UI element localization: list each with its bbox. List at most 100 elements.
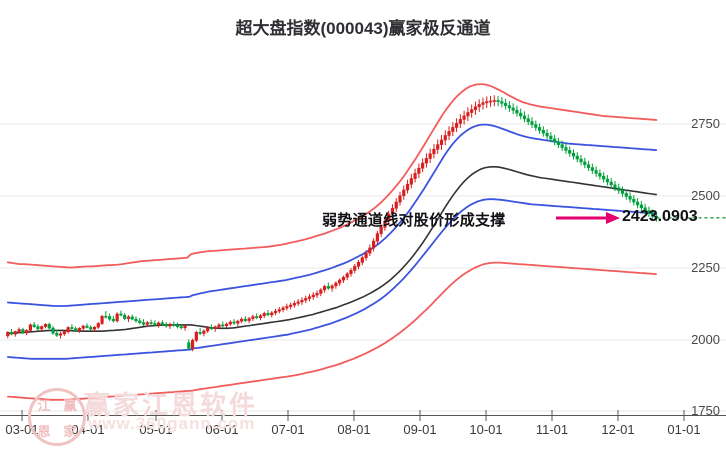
candle-body <box>74 328 78 331</box>
candle-body <box>394 201 398 209</box>
candle-body <box>217 324 221 328</box>
candle-body <box>51 327 55 334</box>
candle-body <box>371 240 376 249</box>
candle-body <box>349 270 353 275</box>
x-axis-tick-label: 04-01 <box>71 422 105 437</box>
candle-body <box>556 141 560 145</box>
candle-body <box>443 135 447 141</box>
candle-body <box>194 332 198 341</box>
candle-body <box>292 303 297 306</box>
candle-body <box>81 325 85 329</box>
candle-body <box>43 324 48 327</box>
candle-body <box>511 107 515 111</box>
candle-body <box>62 331 66 335</box>
candle-body <box>289 304 293 307</box>
candle-body <box>240 318 244 322</box>
candle-body <box>575 155 579 160</box>
candle-body <box>515 109 519 114</box>
candle-body <box>153 323 157 326</box>
candle-body <box>402 189 406 197</box>
candle-body <box>138 320 142 323</box>
candle-body <box>485 101 489 104</box>
candle-body <box>221 324 225 327</box>
candle-body <box>526 118 530 123</box>
candle-body <box>628 196 632 200</box>
candle-body <box>330 285 334 289</box>
candle-body <box>451 127 455 132</box>
candle-body <box>643 207 647 211</box>
candle-body <box>341 276 346 281</box>
candle-body <box>115 313 119 322</box>
candle-body <box>32 324 36 327</box>
candle-body <box>398 195 402 203</box>
candle-body <box>92 326 97 330</box>
candle-body <box>134 318 138 322</box>
candle-body <box>564 147 568 151</box>
candle-body <box>172 324 176 326</box>
candle-body <box>175 324 180 327</box>
candle-body <box>387 213 391 222</box>
candle-body <box>70 327 74 329</box>
candle-body <box>590 167 594 171</box>
x-axis-tick-label: 09-01 <box>403 422 437 437</box>
x-axis-tick-label: 11-01 <box>535 422 569 437</box>
candle-body <box>571 152 576 157</box>
candle-body <box>481 102 485 105</box>
candle-body <box>6 332 10 337</box>
candle-body <box>470 109 474 113</box>
candle-body <box>334 282 338 287</box>
candle-body <box>296 301 300 304</box>
candle-body <box>356 262 361 267</box>
candle-body <box>66 327 70 333</box>
candle-body <box>315 293 319 296</box>
candle-body <box>243 318 247 321</box>
candle-body <box>111 318 115 322</box>
x-axis-tick-label: 10-01 <box>469 422 503 437</box>
candle-body <box>123 314 127 319</box>
candle-body <box>319 289 323 294</box>
candle-body <box>270 312 274 316</box>
annotation-label: 弱势通道线对股价形成支撑 <box>322 212 506 229</box>
candle-body <box>492 100 496 102</box>
candle-body <box>405 183 410 191</box>
candle-body <box>560 144 564 148</box>
candle-body <box>605 178 610 183</box>
candle-body <box>436 144 440 150</box>
candle-body <box>602 175 606 180</box>
candle-body <box>613 184 617 189</box>
candle-body <box>255 316 259 319</box>
candle-body <box>164 324 168 327</box>
candle-body <box>322 286 327 291</box>
series-line <box>7 198 658 360</box>
candle-body <box>421 162 425 169</box>
candle-body <box>375 233 379 242</box>
candle-body <box>496 100 500 102</box>
candle-body <box>413 173 417 179</box>
candle-body <box>632 198 636 203</box>
candle-body <box>228 321 232 325</box>
candle-body <box>141 322 146 325</box>
candle-body <box>568 150 572 154</box>
candle-body <box>549 135 553 140</box>
candle-body <box>85 325 89 328</box>
candle-body <box>300 299 304 303</box>
x-axis-tick-label: 05-01 <box>139 422 173 437</box>
x-axis-tick-label: 03-01 <box>5 422 39 437</box>
candle-body <box>55 332 59 336</box>
candle-body <box>190 340 195 349</box>
candle-body <box>304 298 308 301</box>
candle-body <box>179 326 183 329</box>
candle-body <box>209 327 214 330</box>
candle-body <box>126 316 131 319</box>
candle-body <box>277 309 281 312</box>
candle-body <box>17 329 21 332</box>
candle-body <box>130 316 134 320</box>
candle-body <box>77 328 82 331</box>
candle-body <box>100 315 104 324</box>
candle-body <box>307 296 312 299</box>
candle-body <box>40 326 44 330</box>
candle-body <box>439 139 444 145</box>
candle-body <box>409 178 413 185</box>
candle-body <box>198 332 202 334</box>
